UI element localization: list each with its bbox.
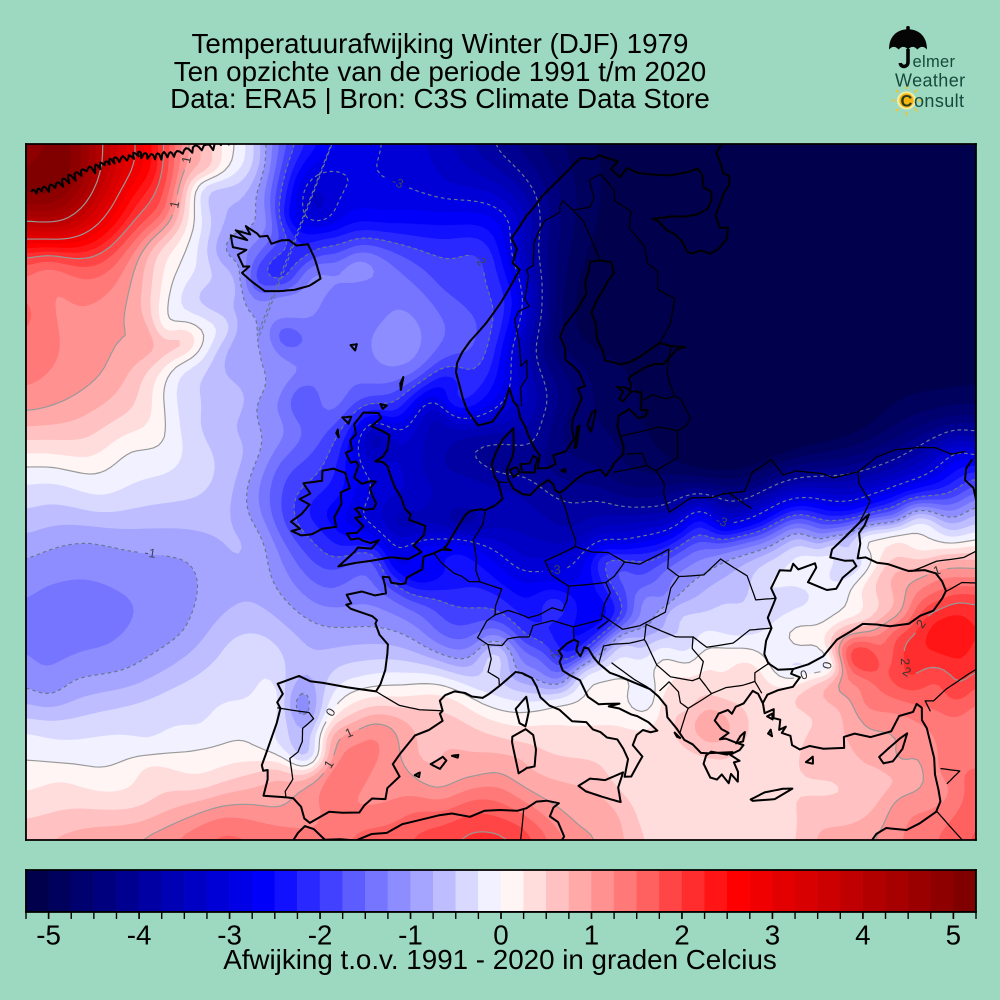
svg-text:1: 1 <box>179 155 194 165</box>
svg-text:1: 1 <box>584 920 599 951</box>
svg-text:Afwijking t.o.v. 1991 - 2020 i: Afwijking t.o.v. 1991 - 2020 in graden C… <box>223 944 777 975</box>
svg-text:4: 4 <box>855 920 870 951</box>
svg-text:-5: -5 <box>36 920 61 951</box>
svg-text:-4: -4 <box>127 920 152 951</box>
svg-text:0: 0 <box>820 660 835 670</box>
svg-text:-3: -3 <box>217 920 242 951</box>
svg-text:-3: -3 <box>390 174 406 191</box>
svg-text:-1: -1 <box>398 920 423 951</box>
svg-text:-3: -3 <box>714 513 729 530</box>
svg-text:0: 0 <box>799 667 810 682</box>
svg-text:C: C <box>901 93 913 111</box>
svg-text:2: 2 <box>898 658 912 665</box>
svg-text:onsult: onsult <box>914 91 964 111</box>
svg-text:Data: ERA5 | Bron: C3S Climate: Data: ERA5 | Bron: C3S Climate Data Stor… <box>170 83 710 114</box>
svg-text:-3: -3 <box>549 562 561 577</box>
svg-text:1: 1 <box>167 200 182 210</box>
svg-text:Ten opzichte van de periode 19: Ten opzichte van de periode 1991 t/m 202… <box>174 56 707 87</box>
svg-text:3: 3 <box>765 920 780 951</box>
svg-text:2: 2 <box>674 920 689 951</box>
svg-text:5: 5 <box>946 920 961 951</box>
svg-text:Weather: Weather <box>895 71 966 91</box>
svg-text:-1: -1 <box>144 546 157 561</box>
svg-text:1: 1 <box>931 563 942 578</box>
svg-text:-2: -2 <box>308 920 333 951</box>
svg-text:0: 0 <box>493 920 508 951</box>
svg-text:elmer: elmer <box>913 53 956 71</box>
svg-text:Temperatuurafwijking Winter (D: Temperatuurafwijking Winter (DJF) 1979 <box>192 28 689 59</box>
